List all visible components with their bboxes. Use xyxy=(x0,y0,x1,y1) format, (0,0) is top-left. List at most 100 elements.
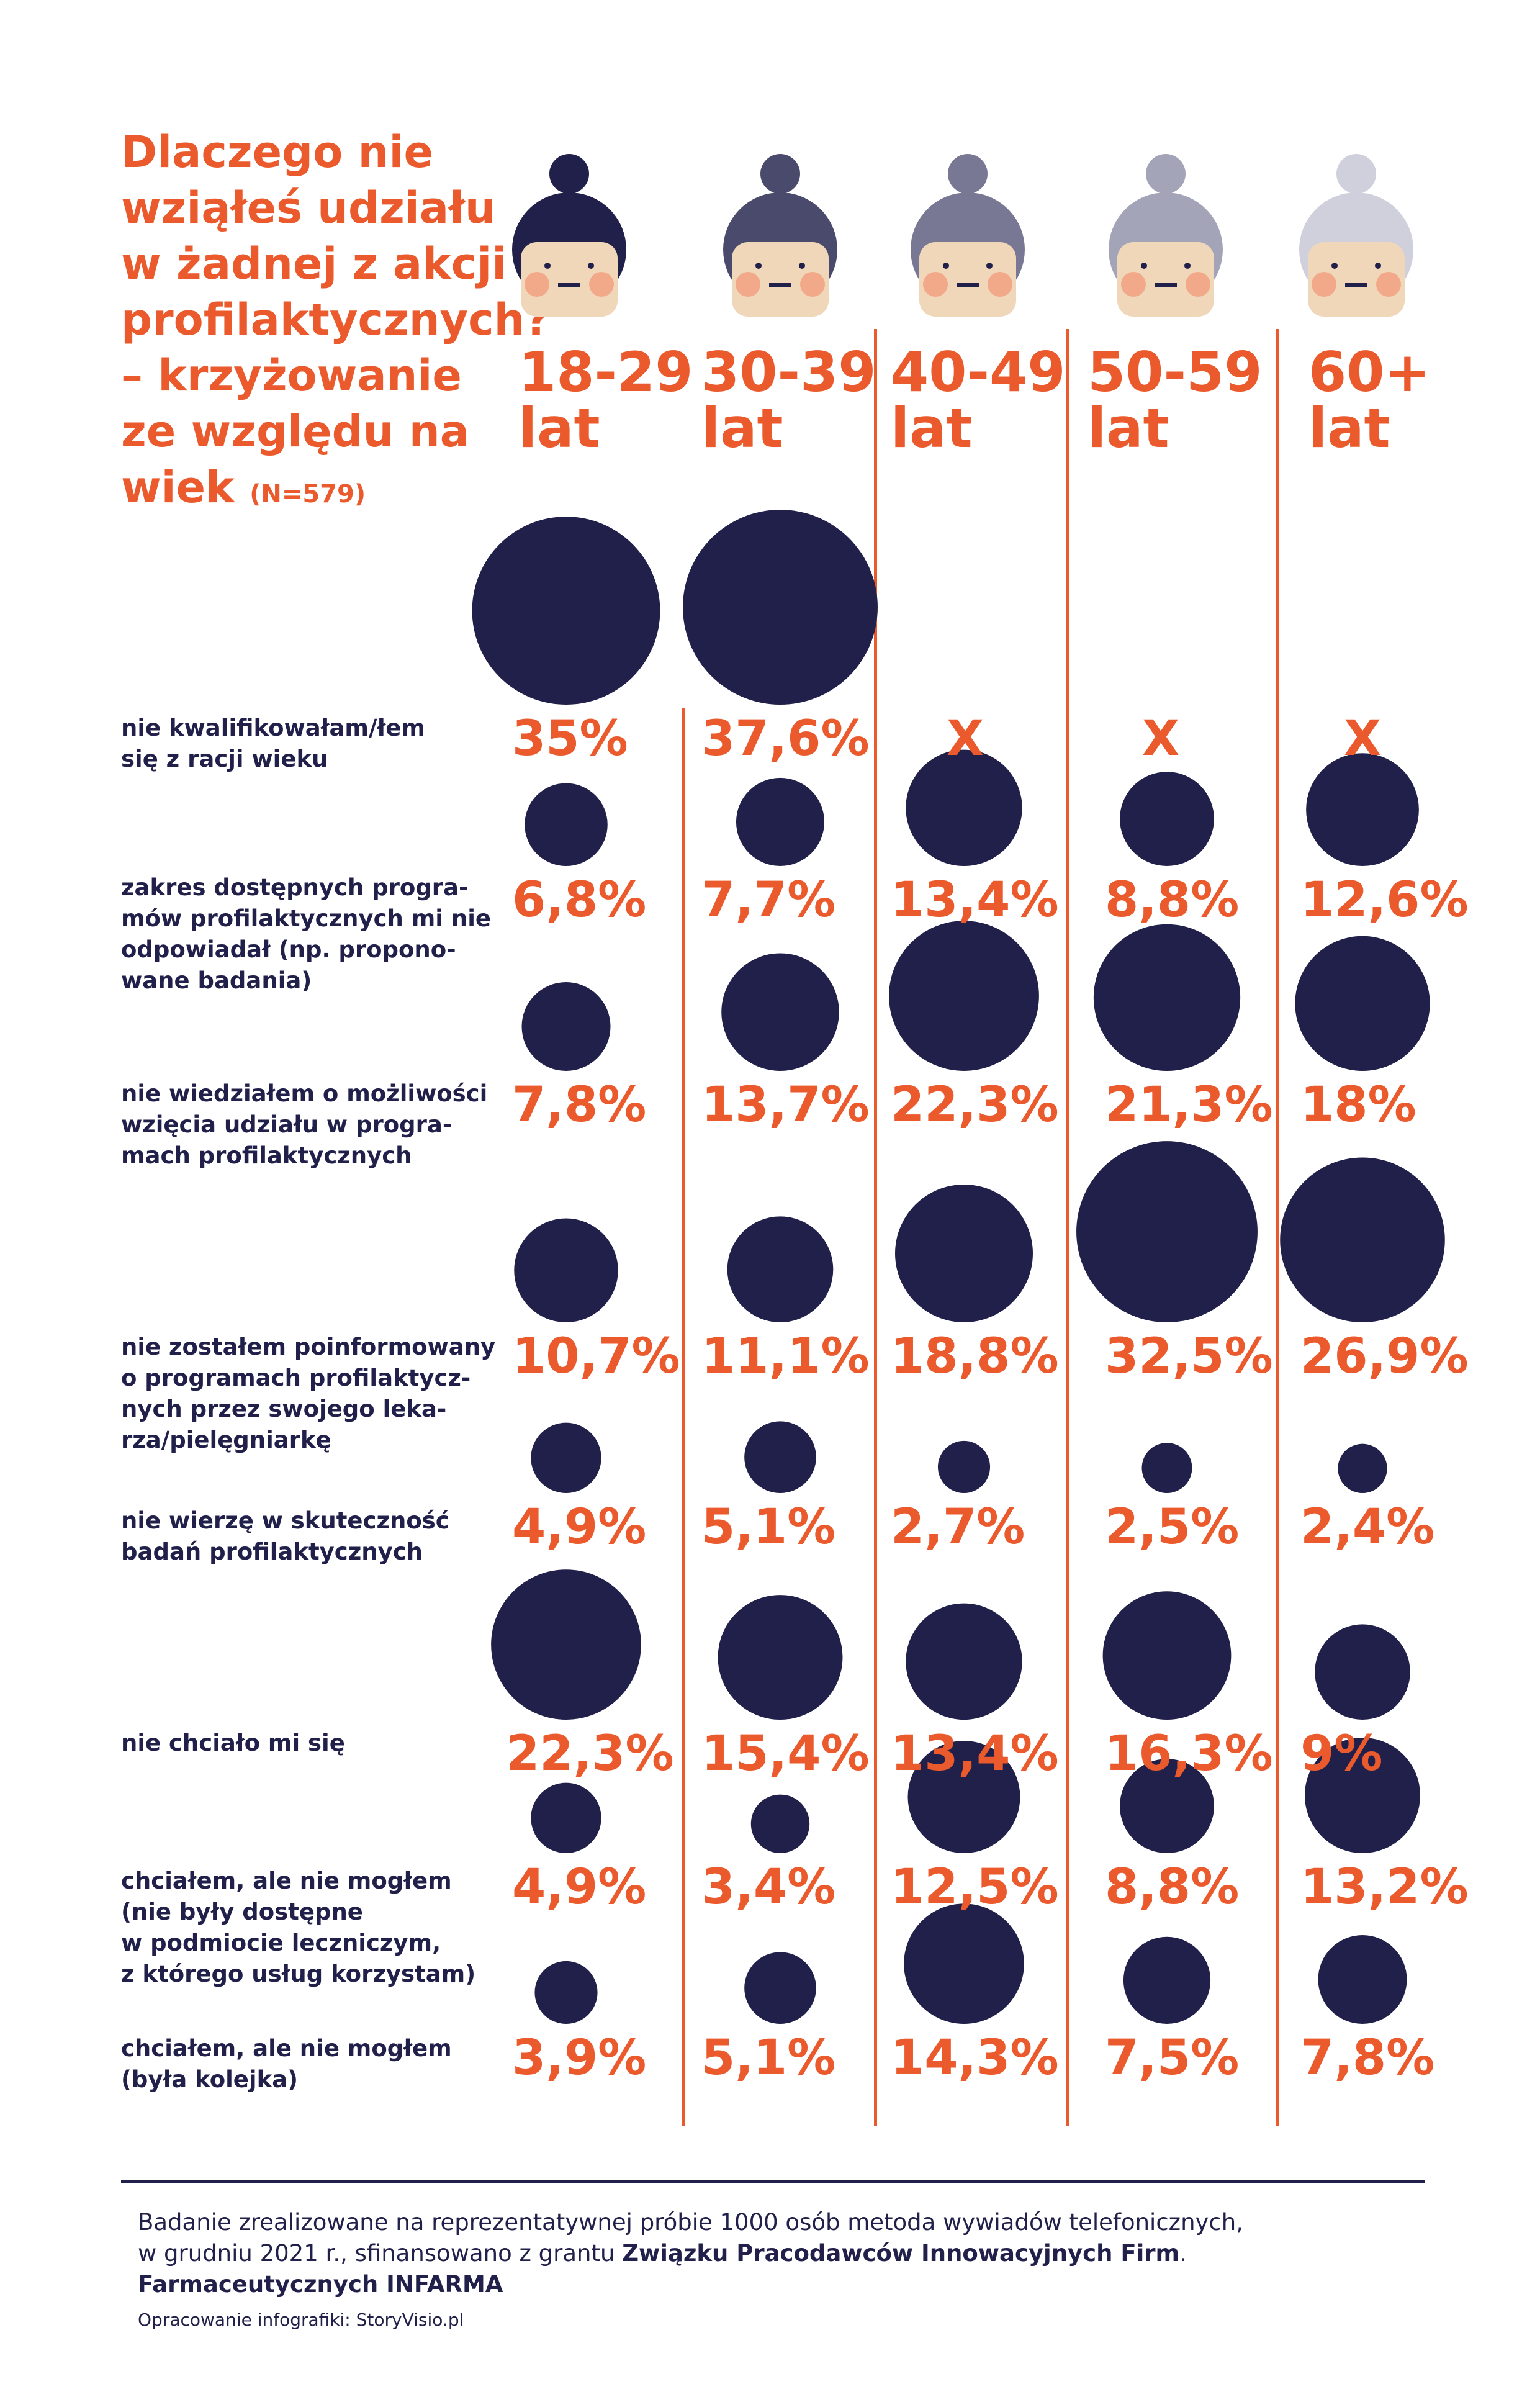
bubble xyxy=(1120,1759,1214,1853)
bubble xyxy=(736,777,825,866)
value-label: 7,5% xyxy=(1105,2030,1240,2086)
bubble xyxy=(904,1903,1024,2024)
eye-icon xyxy=(799,263,805,269)
bubble xyxy=(534,1961,598,2024)
bubble xyxy=(531,1422,601,1493)
bubble xyxy=(1280,1157,1445,1322)
face-icon xyxy=(521,242,618,317)
bubble xyxy=(744,1952,816,2024)
bubble xyxy=(906,749,1022,866)
cheek-icon xyxy=(1186,272,1210,297)
bubble xyxy=(1141,1443,1192,1494)
age-label-60-plus-unit: lat xyxy=(1308,396,1390,460)
row-label: nie wierzę w skuteczność badań profilakty… xyxy=(121,1507,449,1565)
bubble xyxy=(1076,1141,1258,1322)
value-label: 15,4% xyxy=(701,1726,870,1782)
value-label: 14,3% xyxy=(891,2030,1059,2086)
title-line: Dlaczego nie xyxy=(121,127,433,178)
eye-icon xyxy=(1331,263,1338,269)
value-label: 13,4% xyxy=(891,1726,1059,1782)
value-label: 18,8% xyxy=(891,1329,1059,1384)
bubble xyxy=(907,1740,1020,1853)
age-label-30-39: 30-39 xyxy=(701,340,876,404)
value-label: 10,7% xyxy=(512,1329,680,1384)
title-line: profilaktycznych? xyxy=(121,294,551,345)
mouth-icon xyxy=(1345,283,1367,287)
value-label: 4,9% xyxy=(512,1859,647,1915)
bubble xyxy=(721,953,839,1071)
value-label: X xyxy=(1344,711,1382,767)
value-label: 7,7% xyxy=(701,872,836,928)
bubble xyxy=(1120,772,1214,866)
face-icon xyxy=(732,242,829,317)
title-last-word: wiek xyxy=(121,462,235,513)
value-label: 13,4% xyxy=(891,872,1059,928)
row-label: nie chciało mi się xyxy=(121,1730,345,1756)
cheek-icon xyxy=(800,272,825,297)
bubble xyxy=(531,1782,601,1853)
value-label: 11,1% xyxy=(701,1329,870,1384)
bubble xyxy=(491,1569,641,1720)
credit-line: Opracowanie infografiki: StoryVisio.pl xyxy=(138,2309,464,2330)
age-label-50-59-unit: lat xyxy=(1087,396,1169,460)
hair-bun-icon xyxy=(760,154,800,194)
eye-icon xyxy=(588,263,594,269)
value-label: 18% xyxy=(1300,1077,1416,1133)
mouth-icon xyxy=(558,283,580,287)
value-label: 32,5% xyxy=(1105,1329,1273,1384)
value-label: 2,5% xyxy=(1105,1499,1240,1555)
bubble xyxy=(750,1794,810,1853)
value-label: 26,9% xyxy=(1300,1329,1469,1384)
cheek-icon xyxy=(923,272,948,297)
value-label: 13,7% xyxy=(701,1077,870,1133)
bubble xyxy=(1093,924,1241,1071)
row-label: zakres dostępnych progra-mów profilaktyc… xyxy=(121,874,491,994)
mouth-icon xyxy=(769,283,791,287)
bubble xyxy=(1318,1935,1407,2025)
eye-icon xyxy=(986,263,993,269)
eye-icon xyxy=(1184,263,1191,269)
value-label: 2,4% xyxy=(1300,1499,1435,1555)
row-label: chciałem, ale nie mogłem (nie były dostęp… xyxy=(121,1867,476,1987)
hair-bun-icon xyxy=(549,154,589,194)
value-label: 22,3% xyxy=(506,1726,674,1782)
value-label: 12,5% xyxy=(891,1859,1059,1915)
value-label: 7,8% xyxy=(512,1077,647,1133)
value-label: 13,2% xyxy=(1300,1859,1469,1915)
row-label: nie wiedziałem o możliwości wzięcia udzia… xyxy=(121,1080,488,1169)
bubble xyxy=(1306,753,1419,866)
bubble xyxy=(727,1216,834,1322)
bubble xyxy=(1102,1591,1232,1720)
age-label-60-plus: 60+ xyxy=(1308,340,1431,404)
age-label-40-49: 40-49 xyxy=(891,340,1066,404)
age-label-18-29-unit: lat xyxy=(518,396,600,460)
age-label-50-59: 50-59 xyxy=(1087,340,1263,404)
row-label: nie zostałem poinformowany o programach p… xyxy=(121,1334,496,1453)
value-label: X xyxy=(1142,711,1180,767)
cheek-icon xyxy=(988,272,1012,297)
footer-note-line: Badanie zrealizowane na reprezentatywnej… xyxy=(138,2209,1243,2236)
row-label: chciałem, ale nie mogłem (była kolejka) xyxy=(121,2035,452,2093)
value-label: 4,9% xyxy=(512,1499,647,1555)
age-label-18-29: 18-29 xyxy=(518,340,693,404)
cheek-icon xyxy=(736,272,760,297)
value-label: 3,4% xyxy=(701,1859,836,1915)
title-line: wziąłeś udziału xyxy=(121,183,496,233)
mouth-icon xyxy=(1155,283,1177,287)
bubble xyxy=(1315,1624,1410,1720)
value-label: 8,8% xyxy=(1105,872,1240,928)
age-label-30-39-unit: lat xyxy=(701,396,783,460)
bubble xyxy=(472,517,660,705)
cheek-icon xyxy=(1376,272,1401,297)
value-label: 5,1% xyxy=(701,1499,836,1555)
bubble xyxy=(744,1421,816,1493)
cheek-icon xyxy=(1312,272,1336,297)
hair-bun-icon xyxy=(1336,154,1376,194)
title-line: wiek (N=579) xyxy=(121,459,366,522)
eye-icon xyxy=(943,263,949,269)
bubble xyxy=(889,921,1039,1072)
title-line: w żadnej z akcji xyxy=(121,238,507,289)
eye-icon xyxy=(755,263,762,269)
value-label: 12,6% xyxy=(1300,872,1469,928)
